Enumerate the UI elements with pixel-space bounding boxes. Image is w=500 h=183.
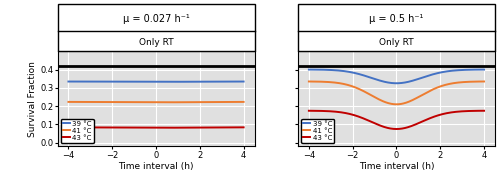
Legend: 39 °C, 41 °C, 43 °C: 39 °C, 41 °C, 43 °C (61, 119, 94, 143)
Text: μ = 0.5 h⁻¹: μ = 0.5 h⁻¹ (370, 14, 424, 24)
Text: Only RT: Only RT (138, 38, 173, 47)
Text: Only RT: Only RT (379, 38, 414, 47)
Text: μ = 0.027 h⁻¹: μ = 0.027 h⁻¹ (122, 14, 190, 24)
Y-axis label: Survival Fraction: Survival Fraction (28, 61, 38, 137)
X-axis label: Time interval (h): Time interval (h) (358, 162, 434, 171)
X-axis label: Time interval (h): Time interval (h) (118, 162, 194, 171)
Legend: 39 °C, 41 °C, 43 °C: 39 °C, 41 °C, 43 °C (302, 119, 334, 143)
